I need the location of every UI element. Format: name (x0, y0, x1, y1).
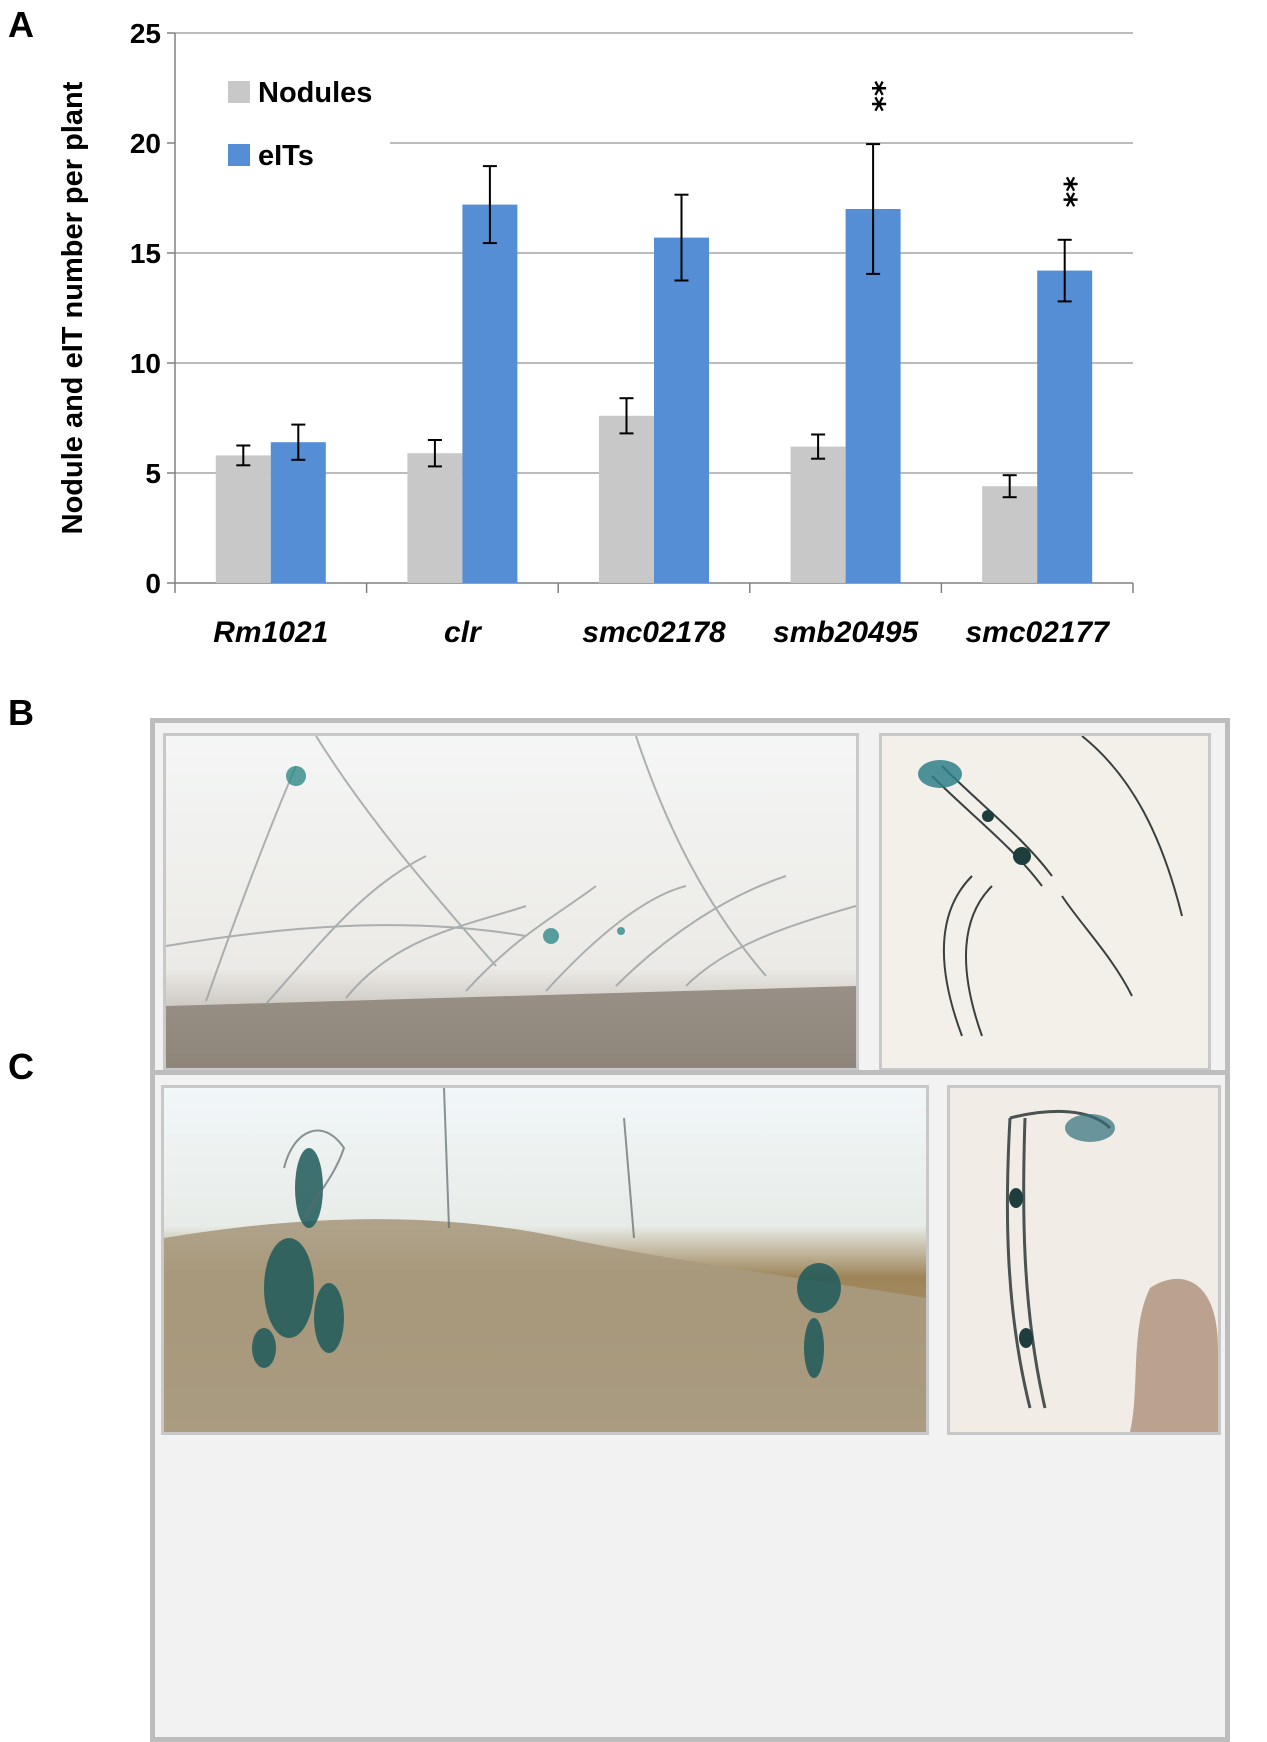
y-tick-label: 15 (130, 238, 161, 269)
bar-eits-smc02177 (1037, 270, 1093, 583)
legend-label-eits: eITs (258, 140, 314, 172)
panel-c-micrograph-right (947, 1085, 1221, 1435)
significance-mark: ** (856, 80, 891, 112)
x-category-label: smb20495 (773, 616, 919, 649)
x-category-label: clr (444, 616, 483, 649)
x-category-label: Rm1021 (213, 616, 328, 649)
legend-swatch-nodules (228, 81, 250, 103)
panel-b-micrograph-right (879, 733, 1211, 1071)
y-tick-label: 10 (130, 348, 161, 379)
bar-nodules-clr (407, 453, 463, 583)
panel-label-a: A (8, 4, 34, 45)
x-category-label: smc02177 (965, 616, 1110, 649)
y-tick-label: 0 (145, 568, 161, 599)
panel-b-micrograph-left (163, 733, 859, 1071)
legend-swatch-eits (228, 144, 250, 166)
legend-label-nodules: Nodules (258, 77, 372, 109)
bar-nodules-Rm1021 (215, 455, 271, 583)
panel-c-frame (150, 1070, 1230, 1742)
y-tick-label: 5 (145, 458, 161, 489)
panel-c-micrograph-left (161, 1085, 929, 1435)
significance-mark: ** (1047, 176, 1082, 208)
bar-eits-smc02178 (654, 237, 709, 583)
bar-eits-clr (462, 204, 518, 583)
bar-eits-Rm1021 (270, 442, 326, 583)
panel-label-b: B (8, 692, 34, 733)
panel-label-c: C (8, 1046, 34, 1087)
y-tick-label: 25 (130, 18, 161, 49)
bar-nodules-smc02177 (982, 486, 1038, 583)
bar-nodules-smc02178 (599, 415, 654, 583)
x-category-label: smc02178 (582, 616, 726, 649)
y-tick-label: 20 (130, 128, 161, 159)
bar-nodules-smb20495 (790, 446, 846, 583)
panel-b-frame (150, 718, 1230, 1088)
bar-chart: 0 5 10 15 20 25 Nodule and eIT number per plan… (57, 18, 1134, 649)
y-axis-label: Nodule and eIT number per plant (57, 81, 89, 534)
